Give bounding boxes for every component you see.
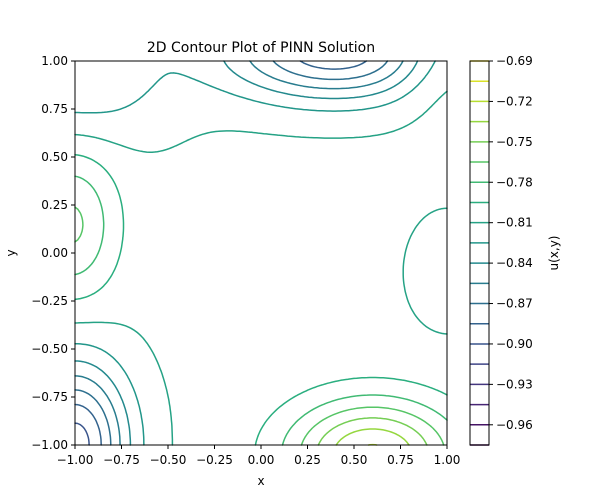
contour-lines (74, 60, 448, 446)
contour-level-16 (335, 428, 410, 446)
y-tick-label: 1.00 (41, 54, 68, 68)
x-tick-label: 0.75 (387, 453, 414, 467)
y-tick-label: 0.50 (41, 150, 68, 164)
contour-level-14 (74, 206, 445, 446)
colorbar-label: u(x,y) (547, 236, 561, 271)
y-tick-label: −0.75 (31, 390, 68, 404)
y-tick-label: −1.00 (31, 438, 68, 452)
contour-level-10 (74, 60, 436, 446)
colorbar: −0.69 −0.72 −0.75 −0.78 −0.81 −0.84 −0.87 −0.90… (469, 54, 533, 446)
chart-title: 2D Contour Plot of PINN Solution (147, 40, 375, 56)
colorbar-background (470, 61, 489, 445)
x-tick-label: −0.75 (103, 453, 140, 467)
colorbar-tick-label: −0.84 (496, 256, 533, 270)
contour-level-12 (74, 153, 448, 446)
contour-level-5 (74, 422, 90, 446)
colorbar-tick-label: −0.75 (496, 135, 533, 149)
colorbar-tick-label: −0.81 (496, 216, 533, 230)
plot-frame (74, 60, 448, 446)
colorbar-frame (469, 60, 490, 446)
y-axis-label: y (4, 249, 18, 256)
x-axis: −1.00 −0.75 −0.50 −0.25 0.00 0.25 0.50 0.75 1.00 (57, 445, 461, 467)
colorbar-tick-label: −0.78 (496, 175, 533, 189)
y-tick-label: 0.25 (41, 198, 68, 212)
x-tick-label: −0.50 (150, 453, 187, 467)
colorbar-tick-label: −0.93 (496, 377, 533, 391)
y-tick-label: 0.75 (41, 102, 68, 116)
x-tick-label: −0.25 (196, 453, 233, 467)
x-tick-label: 0.50 (341, 453, 368, 467)
y-tick-label: −0.25 (31, 294, 68, 308)
colorbar-tick-label: −0.96 (496, 418, 533, 432)
contour-level-8 (74, 60, 404, 446)
colorbar-tick-label: −0.90 (496, 337, 533, 351)
y-axis: −1.00 −0.75 −0.50 −0.25 0.00 0.25 0.50 0.75 1.00 (31, 54, 75, 452)
colorbar-tick-label: −0.87 (496, 297, 533, 311)
x-tick-label: 1.00 (434, 453, 461, 467)
contour-level-7 (74, 60, 389, 446)
x-axis-label: x (257, 474, 264, 488)
colorbar-tick-label: −0.69 (496, 54, 533, 68)
x-tick-label: −1.00 (57, 453, 94, 467)
x-tick-label: 0.00 (248, 453, 275, 467)
y-tick-label: 0.00 (41, 246, 68, 260)
contour-level-13 (74, 175, 448, 446)
contour-level-6 (74, 60, 368, 446)
contour-level-9 (74, 60, 419, 446)
y-tick-label: −0.50 (31, 342, 68, 356)
contour-level-15 (317, 417, 428, 446)
colorbar-tick-label: −0.72 (496, 94, 533, 108)
x-tick-label: 0.25 (294, 453, 321, 467)
contour-level-11 (74, 90, 448, 446)
